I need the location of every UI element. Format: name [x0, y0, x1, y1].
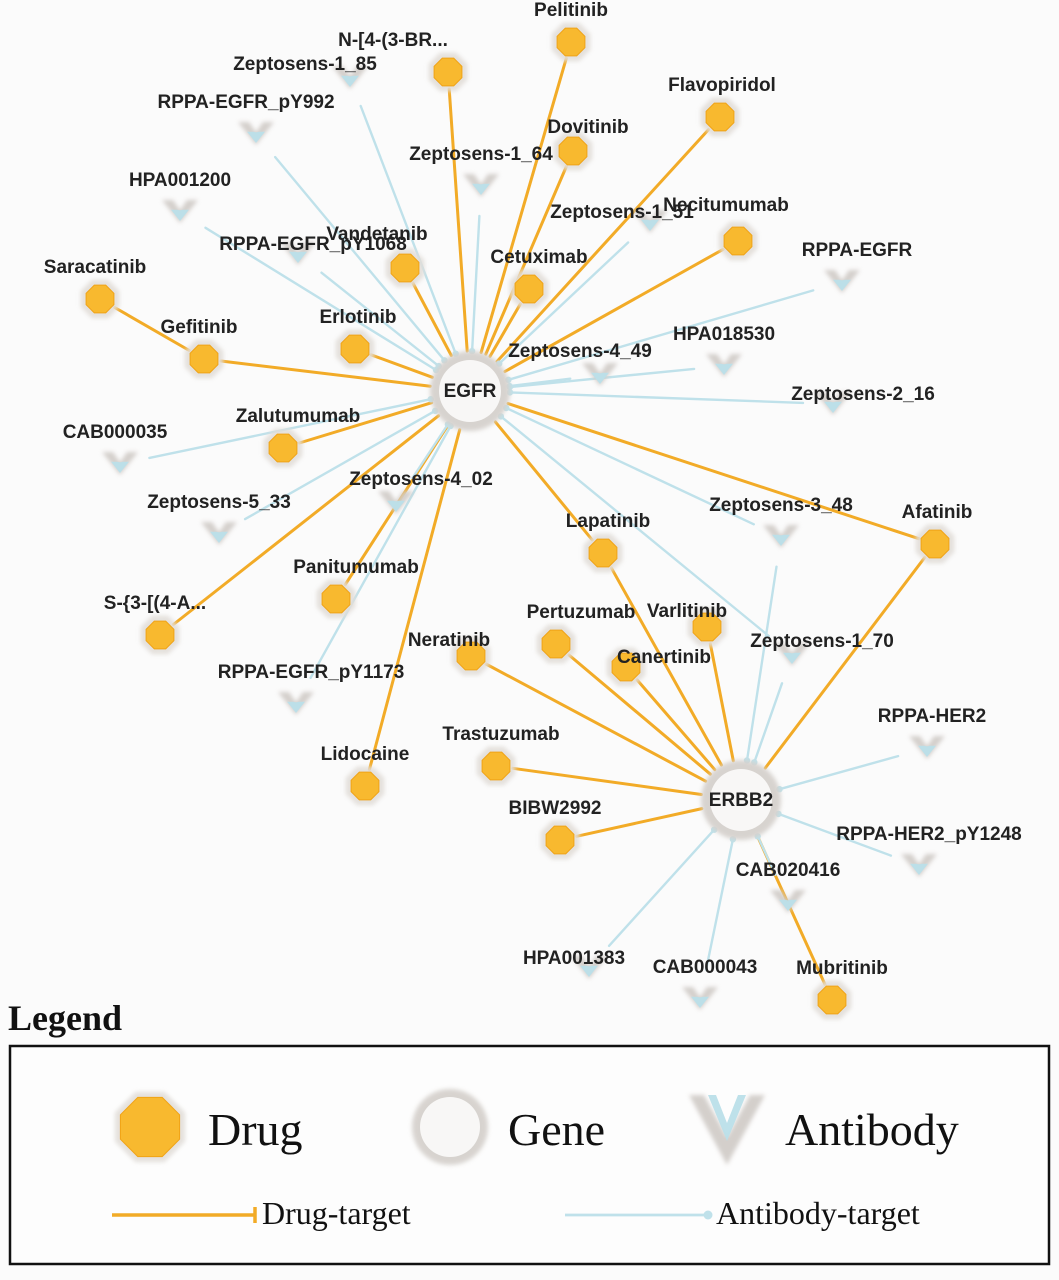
svg-text:Drug: Drug — [208, 1104, 303, 1155]
svg-text:Antibody: Antibody — [785, 1104, 959, 1155]
svg-text:Panitumumab: Panitumumab — [293, 557, 419, 578]
svg-text:Flavopiridol: Flavopiridol — [668, 75, 776, 96]
svg-text:Saracatinib: Saracatinib — [44, 257, 146, 278]
svg-text:HPA018530: HPA018530 — [673, 324, 775, 345]
svg-text:CAB000035: CAB000035 — [63, 422, 168, 443]
svg-text:Zeptosens-4_49: Zeptosens-4_49 — [508, 341, 652, 362]
svg-text:Zeptosens-3_48: Zeptosens-3_48 — [709, 495, 853, 516]
svg-text:Zeptosens-1_64: Zeptosens-1_64 — [409, 144, 553, 165]
svg-text:Mubritinib: Mubritinib — [796, 958, 888, 979]
svg-text:CAB020416: CAB020416 — [736, 860, 841, 881]
svg-text:Drug-target: Drug-target — [262, 1195, 411, 1231]
svg-text:Zeptosens-5_33: Zeptosens-5_33 — [147, 492, 291, 513]
svg-text:Gene: Gene — [508, 1104, 605, 1155]
svg-text:Lapatinib: Lapatinib — [566, 511, 650, 532]
svg-text:Gefitinib: Gefitinib — [160, 317, 237, 338]
svg-text:Afatinib: Afatinib — [902, 502, 973, 523]
svg-text:Legend: Legend — [8, 998, 122, 1038]
svg-text:Pertuzumab: Pertuzumab — [527, 602, 636, 623]
svg-text:HPA001383: HPA001383 — [523, 948, 625, 969]
svg-text:RPPA-EGFR_pY1173: RPPA-EGFR_pY1173 — [218, 662, 405, 683]
svg-text:Zeptosens-4_02: Zeptosens-4_02 — [349, 469, 493, 490]
svg-text:Neratinib: Neratinib — [408, 630, 490, 651]
svg-text:Zeptosens-1_85: Zeptosens-1_85 — [233, 54, 377, 75]
svg-text:Varlitinib: Varlitinib — [647, 601, 727, 622]
svg-text:RPPA-EGFR_pY1068: RPPA-EGFR_pY1068 — [219, 234, 407, 255]
svg-text:RPPA-EGFR_pY992: RPPA-EGFR_pY992 — [157, 92, 334, 113]
svg-text:Canertinib: Canertinib — [617, 647, 711, 668]
svg-text:Antibody-target: Antibody-target — [716, 1195, 920, 1231]
svg-text:RPPA-HER2_pY1248: RPPA-HER2_pY1248 — [836, 824, 1022, 845]
svg-text:Zeptosens-1_51: Zeptosens-1_51 — [550, 202, 694, 223]
svg-text:Pelitinib: Pelitinib — [534, 0, 608, 21]
svg-text:RPPA-EGFR: RPPA-EGFR — [802, 240, 913, 261]
svg-text:EGFR: EGFR — [444, 381, 497, 402]
svg-text:RPPA-HER2: RPPA-HER2 — [878, 706, 986, 727]
svg-text:Cetuximab: Cetuximab — [490, 247, 587, 268]
svg-text:Trastuzumab: Trastuzumab — [442, 724, 559, 745]
svg-text:Lidocaine: Lidocaine — [321, 744, 410, 765]
svg-text:Dovitinib: Dovitinib — [547, 117, 628, 138]
svg-text:ERBB2: ERBB2 — [709, 790, 773, 811]
svg-text:S-{3-[(4-A...: S-{3-[(4-A... — [104, 593, 206, 614]
svg-text:Erlotinib: Erlotinib — [319, 307, 396, 328]
svg-text:HPA001200: HPA001200 — [129, 170, 231, 191]
svg-text:N-[4-(3-BR...: N-[4-(3-BR... — [338, 30, 448, 51]
svg-text:Zeptosens-2_16: Zeptosens-2_16 — [791, 384, 935, 405]
svg-text:BIBW2992: BIBW2992 — [509, 798, 602, 819]
svg-text:Zeptosens-1_70: Zeptosens-1_70 — [750, 631, 894, 652]
svg-text:Zalutumumab: Zalutumumab — [236, 406, 361, 427]
svg-text:CAB000043: CAB000043 — [653, 957, 758, 978]
